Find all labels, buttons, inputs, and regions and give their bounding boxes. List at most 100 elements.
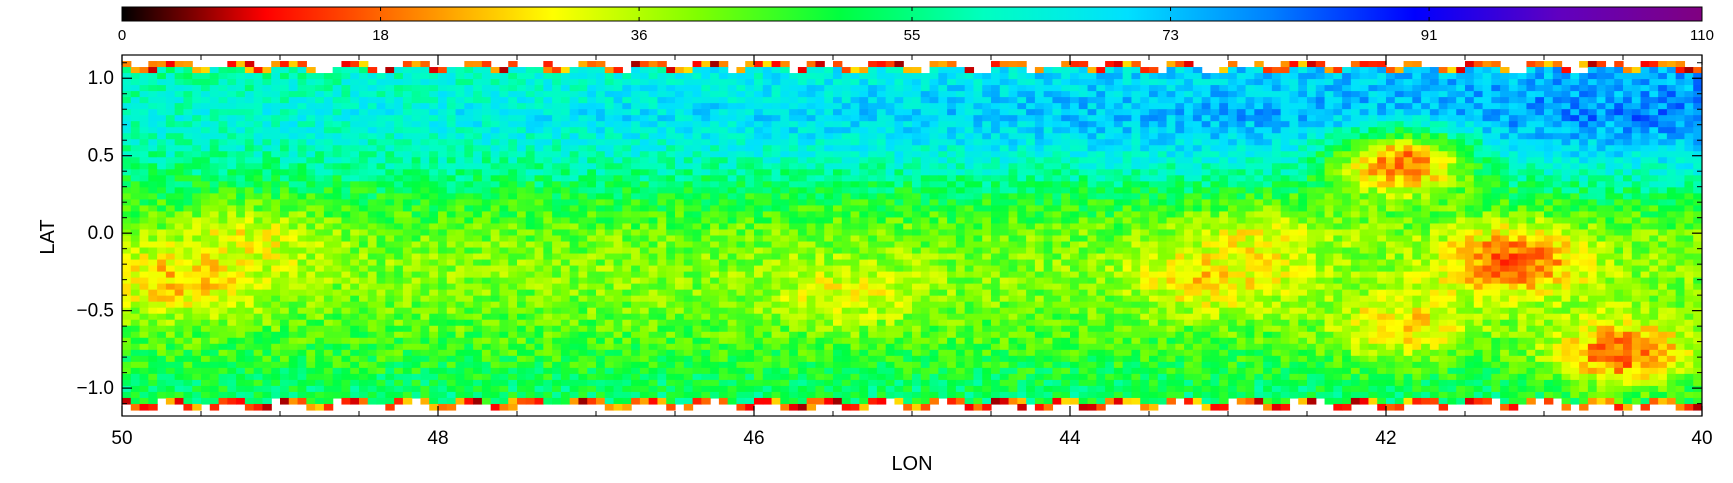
- heatmap-cell: [1430, 139, 1439, 146]
- heatmap-cell: [930, 193, 939, 200]
- heatmap-cell: [1368, 127, 1377, 134]
- heatmap-cell: [736, 133, 745, 140]
- heatmap-cell: [587, 163, 596, 170]
- heatmap-cell: [1500, 163, 1509, 170]
- heatmap-cell: [1000, 211, 1009, 218]
- heatmap-cell: [1140, 199, 1149, 206]
- heatmap-cell: [1263, 91, 1272, 98]
- heatmap-cell: [157, 187, 166, 194]
- heatmap-cell: [1316, 109, 1325, 116]
- heatmap-cell: [1658, 151, 1667, 158]
- heatmap-cell: [1412, 115, 1421, 122]
- heatmap-cell: [1246, 79, 1255, 86]
- heatmap-cell: [736, 169, 745, 176]
- heatmap-cell: [1351, 223, 1360, 230]
- heatmap-cell: [1693, 187, 1702, 194]
- heatmap-cell: [1096, 67, 1105, 74]
- heatmap-cell: [982, 169, 991, 176]
- heatmap-cell: [1570, 133, 1579, 140]
- heatmap-cell: [1167, 175, 1176, 182]
- heatmap-cell: [420, 217, 429, 224]
- heatmap-cell: [1658, 187, 1667, 194]
- heatmap-cell: [1105, 73, 1114, 80]
- heatmap-cell: [1219, 163, 1228, 170]
- heatmap-cell: [1175, 163, 1184, 170]
- heatmap-cell: [886, 199, 895, 206]
- heatmap-cell: [1360, 181, 1369, 188]
- heatmap-cell: [1017, 163, 1026, 170]
- heatmap-cell: [1070, 139, 1079, 146]
- heatmap-cell: [736, 121, 745, 128]
- heatmap-cell: [921, 163, 930, 170]
- heatmap-cell: [324, 217, 333, 224]
- heatmap-cell: [1333, 169, 1342, 176]
- heatmap-cell: [517, 175, 526, 182]
- heatmap-cell: [201, 91, 210, 98]
- heatmap-cell: [464, 187, 473, 194]
- heatmap-cell: [543, 115, 552, 122]
- heatmap-cell: [324, 157, 333, 164]
- heatmap-cell: [254, 127, 263, 134]
- heatmap-cell: [1395, 91, 1404, 98]
- heatmap-cell: [1509, 169, 1518, 176]
- heatmap-cell: [1360, 199, 1369, 206]
- heatmap-cell: [183, 223, 192, 230]
- heatmap-cell: [1052, 205, 1061, 212]
- heatmap-cell: [622, 115, 631, 122]
- heatmap-cell: [1483, 151, 1492, 158]
- heatmap-cell: [1570, 91, 1579, 98]
- heatmap-cell: [1509, 97, 1518, 104]
- heatmap-cell: [745, 223, 754, 230]
- heatmap-cell: [482, 211, 491, 218]
- heatmap-cell: [517, 205, 526, 212]
- heatmap-cell: [131, 199, 140, 206]
- heatmap-cell: [166, 73, 175, 80]
- heatmap-cell: [1676, 61, 1685, 68]
- heatmap-cell: [289, 217, 298, 224]
- heatmap-cell: [851, 151, 860, 158]
- heatmap-cell: [1044, 211, 1053, 218]
- heatmap-cell: [815, 193, 824, 200]
- heatmap-cell: [1167, 211, 1176, 218]
- heatmap-cell: [1684, 217, 1693, 224]
- heatmap-cell: [1237, 145, 1246, 152]
- heatmap-cell: [1114, 61, 1123, 68]
- heatmap-cell: [1263, 97, 1272, 104]
- heatmap-cell: [1377, 145, 1386, 152]
- heatmap-cell: [1342, 145, 1351, 152]
- heatmap-cell: [1597, 79, 1606, 86]
- heatmap-cell: [1632, 193, 1641, 200]
- heatmap-cell: [1395, 169, 1404, 176]
- heatmap-cell: [1325, 223, 1334, 230]
- heatmap-cell: [1693, 217, 1702, 224]
- heatmap-cell: [183, 163, 192, 170]
- heatmap-cell: [1614, 121, 1623, 128]
- heatmap-cell: [1588, 211, 1597, 218]
- heatmap-cell: [1368, 73, 1377, 80]
- heatmap-cell: [1439, 73, 1448, 80]
- heatmap-cell: [333, 163, 342, 170]
- heatmap-cell: [772, 169, 781, 176]
- heatmap-cell: [236, 61, 245, 68]
- heatmap-cell: [1658, 211, 1667, 218]
- heatmap-cell: [280, 223, 289, 230]
- heatmap-cell: [491, 91, 500, 98]
- heatmap-cell: [1395, 103, 1404, 110]
- heatmap-cell: [385, 115, 394, 122]
- heatmap-cell: [385, 199, 394, 206]
- heatmap-cell: [780, 223, 789, 230]
- heatmap-cell: [1237, 139, 1246, 146]
- heatmap-cell: [1009, 139, 1018, 146]
- heatmap-cell: [543, 169, 552, 176]
- heatmap-cell: [1491, 217, 1500, 224]
- heatmap-cell: [1149, 223, 1158, 230]
- heatmap-cell: [315, 73, 324, 80]
- heatmap-cell: [1114, 187, 1123, 194]
- heatmap-cell: [1052, 181, 1061, 188]
- heatmap-cell: [1456, 199, 1465, 206]
- heatmap-cell: [403, 157, 412, 164]
- heatmap-cell: [1263, 85, 1272, 92]
- heatmap-cell: [851, 223, 860, 230]
